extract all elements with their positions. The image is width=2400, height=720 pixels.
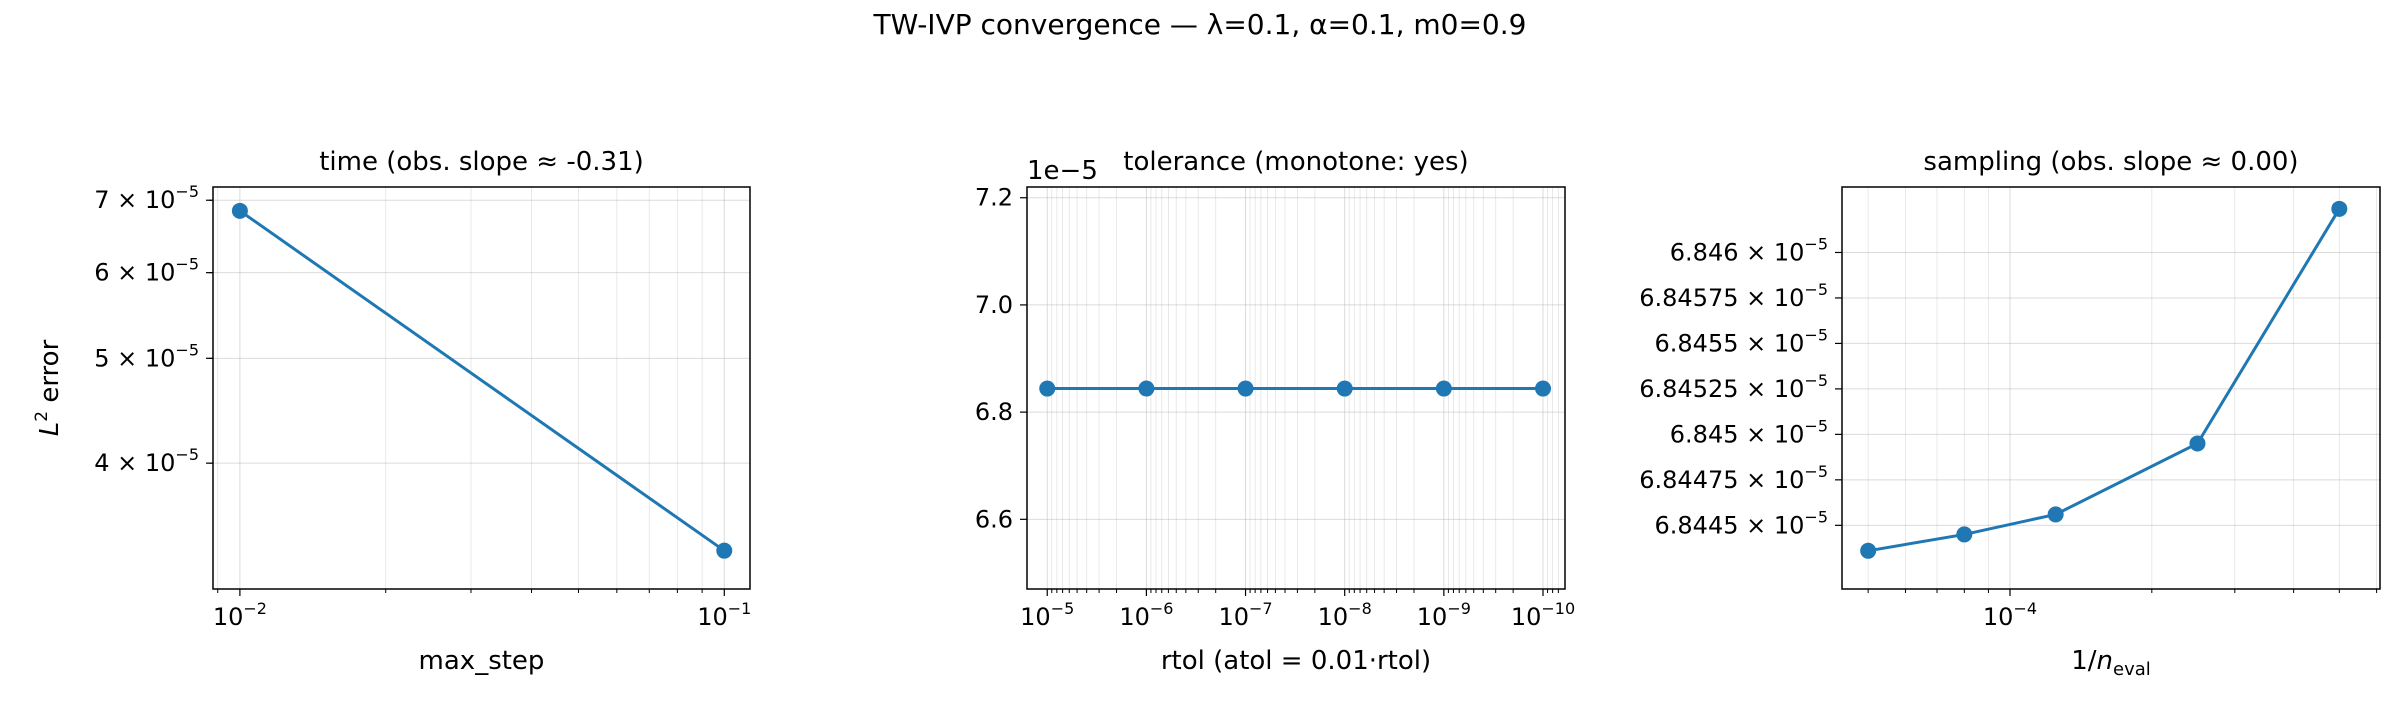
y-tick-label: 6.846 × 10−5 (1670, 234, 1828, 266)
axes-frame (1841, 186, 2381, 590)
x-tick-label: 10−1 (697, 599, 751, 631)
data-point (1860, 542, 1877, 559)
data-point (231, 202, 248, 219)
x-tick-label: 10−4 (1983, 599, 2037, 631)
x-axis-label: rtol (atol = 0.01·rtol) (1161, 646, 1431, 676)
data-point (1237, 380, 1254, 397)
x-tick-label: 10−6 (1119, 599, 1173, 631)
series-line (1867, 208, 2341, 553)
data-point (2189, 435, 2206, 452)
panel-title: tolerance (monotone: yes) (1123, 147, 1468, 177)
x-tick-label: 10−9 (1417, 599, 1471, 631)
y-tick-label: 6.845 × 10−5 (1670, 416, 1828, 448)
y-tick-label: 4 × 10−5 (94, 445, 199, 477)
data-point (1039, 380, 1056, 397)
data-point (2331, 200, 2348, 217)
x-tick-label: 10−5 (1020, 599, 1074, 631)
y-tick-label: 6 × 10−5 (94, 255, 199, 287)
data-point (1138, 380, 1155, 397)
x-tick-label: 10−10 (1511, 599, 1575, 631)
y-tick-label: 7.0 (975, 291, 1013, 319)
panel-title: sampling (obs. slope ≈ 0.00) (1923, 147, 2298, 177)
axes-frame (1026, 186, 1566, 590)
panel-time: 10−2 10−1 4 × 10−5 5 × 10−5 6 × 10−5 7 × 10−5… (32, 147, 751, 676)
y-tick-label: 6.8445 × 10−5 (1655, 507, 1828, 539)
y-tick-label: 6.6 (975, 505, 1013, 533)
x-axis-label: max_step (419, 646, 545, 676)
x-axis-label: 1/neval (2071, 646, 2151, 680)
panel-title: time (obs. slope ≈ -0.31) (319, 147, 644, 177)
panel-sampling: 10−4 6.8445 × 10−5 6.84475 × 10−5 6.845 × 1… (1639, 147, 2381, 680)
y-tick-label: 6.8455 × 10−5 (1655, 325, 1828, 357)
x-tick-label: 10−7 (1218, 599, 1272, 631)
y-tick-label: 7.2 (975, 184, 1013, 212)
panel-tolerance: 10−5 10−6 10−7 10−8 10−9 10−10 6.6 6.8 7.0 7.2 tol… (975, 147, 1575, 676)
data-point (1435, 380, 1452, 397)
data-point (1956, 526, 1973, 543)
y-offset-text: 1e−5 (1027, 156, 1098, 186)
data-point (1535, 380, 1552, 397)
data-point (1336, 380, 1353, 397)
y-tick-label: 6.84575 × 10−5 (1639, 280, 1828, 312)
y-tick-label: 6.84525 × 10−5 (1639, 371, 1828, 403)
figure-title: TW-IVP convergence — λ=0.1, α=0.1, m0=0.… (873, 8, 1527, 41)
y-tick-label: 5 × 10−5 (94, 340, 199, 372)
x-tick-label: 10−8 (1318, 599, 1372, 631)
axes-frame (212, 186, 751, 590)
data-point (2047, 506, 2064, 523)
y-tick-label: 6.8 (975, 398, 1013, 426)
data-point (716, 542, 733, 559)
y-tick-label: 6.84475 × 10−5 (1639, 462, 1828, 494)
y-axis-label: L2 error (32, 339, 65, 436)
x-tick-label: 10−2 (213, 599, 267, 631)
y-tick-label: 7 × 10−5 (94, 182, 199, 214)
series-line (239, 209, 726, 552)
